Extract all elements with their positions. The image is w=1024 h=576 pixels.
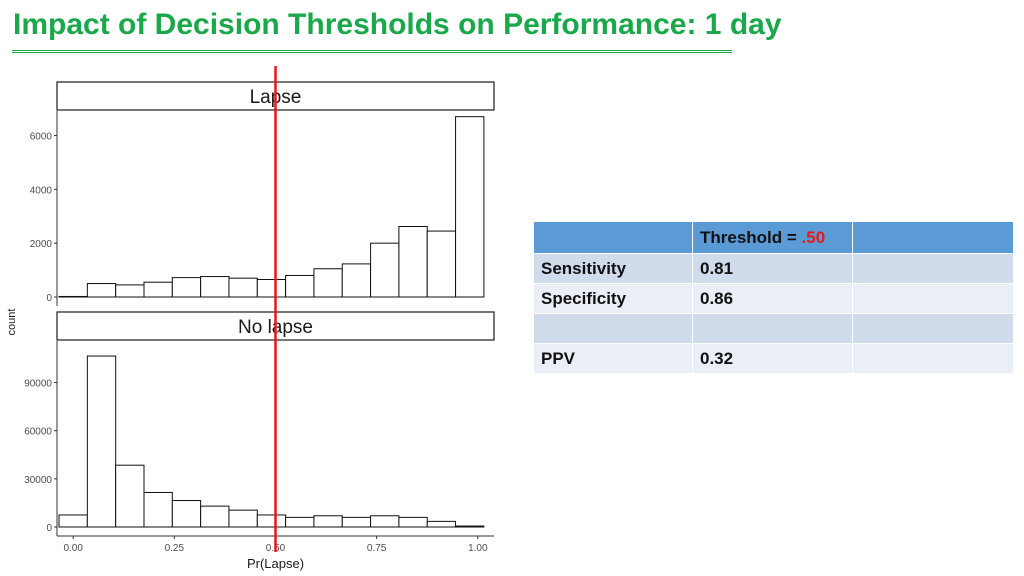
histogram-bar <box>200 505 230 528</box>
histogram-bar <box>228 509 258 528</box>
histogram-bar <box>171 500 202 528</box>
table-header-cell <box>853 222 1013 254</box>
y-tick-label: 0 <box>46 293 52 304</box>
y-tick-label: 0 <box>46 523 52 534</box>
histogram-bar <box>86 355 117 528</box>
y-tick-label: 6000 <box>30 132 53 143</box>
histogram-bar <box>58 295 88 298</box>
x-axis-label: Pr(Lapse) <box>247 556 304 571</box>
table-row: Sensitivity 0.81 <box>534 254 1013 284</box>
table-cell <box>534 314 693 344</box>
y-tick-label: 2000 <box>30 239 53 250</box>
histogram-bar <box>313 515 343 528</box>
y-axis-label: count <box>6 309 18 336</box>
histogram-bar <box>115 464 145 528</box>
table-header-cell <box>534 222 693 254</box>
histogram-bar <box>455 525 485 528</box>
table-row <box>534 314 1013 344</box>
table-cell <box>853 284 1013 314</box>
histogram-bar <box>228 277 258 298</box>
histogram-bar <box>143 491 173 528</box>
metric-name-ppv: PPV <box>534 344 693 374</box>
histogram-bar <box>455 116 485 298</box>
threshold-header-cell: Threshold = .50 <box>693 222 853 254</box>
histogram-bar <box>115 284 145 298</box>
y-tick-label: 4000 <box>30 185 53 196</box>
threshold-value: .50 <box>801 227 826 247</box>
table-cell <box>853 254 1013 284</box>
y-tick-label: 30000 <box>24 475 52 486</box>
x-tick-label: 0.75 <box>367 543 387 554</box>
histogram-bar <box>285 274 315 298</box>
table-cell <box>693 314 853 344</box>
x-tick-label: 1.00 <box>468 543 488 554</box>
y-tick-label: 90000 <box>24 379 52 390</box>
histogram-bar <box>426 230 457 298</box>
table-header-row: Threshold = .50 <box>534 222 1013 254</box>
metric-value-sensitivity: 0.81 <box>693 254 853 284</box>
histogram-bar <box>171 277 202 298</box>
x-tick-label: 0.00 <box>63 543 83 554</box>
histogram-bar <box>86 283 117 298</box>
histogram-bar <box>285 516 315 528</box>
histogram-bar <box>256 279 287 298</box>
metric-value-specificity: 0.86 <box>693 284 853 314</box>
histogram-bar <box>341 516 372 528</box>
histogram-bar <box>256 514 287 528</box>
histogram-bar <box>341 263 372 298</box>
table-row: Specificity 0.86 <box>534 284 1013 314</box>
title-underline <box>12 50 732 54</box>
metric-name-sensitivity: Sensitivity <box>534 254 693 284</box>
metric-value-ppv: 0.32 <box>693 344 853 374</box>
histogram-bar <box>426 520 457 528</box>
histogram-bar <box>200 276 230 298</box>
histogram-bar <box>370 515 400 528</box>
metric-name-specificity: Specificity <box>534 284 693 314</box>
table-cell <box>853 314 1013 344</box>
histogram-bar <box>398 516 428 528</box>
histogram-bar <box>313 268 343 298</box>
histogram-bar <box>370 242 400 298</box>
histogram-bar <box>143 281 173 298</box>
slide-title: Impact of Decision Thresholds on Perform… <box>13 8 782 41</box>
table-row: PPV 0.32 <box>534 344 1013 374</box>
x-tick-label: 0.25 <box>165 543 185 554</box>
metrics-table: Threshold = .50 Sensitivity 0.81 Specifi… <box>534 222 1013 374</box>
y-tick-label: 60000 <box>24 427 52 438</box>
table-cell <box>853 344 1013 374</box>
histogram-bar <box>58 514 88 528</box>
histogram-bar <box>398 225 428 298</box>
threshold-label: Threshold = <box>700 227 802 247</box>
